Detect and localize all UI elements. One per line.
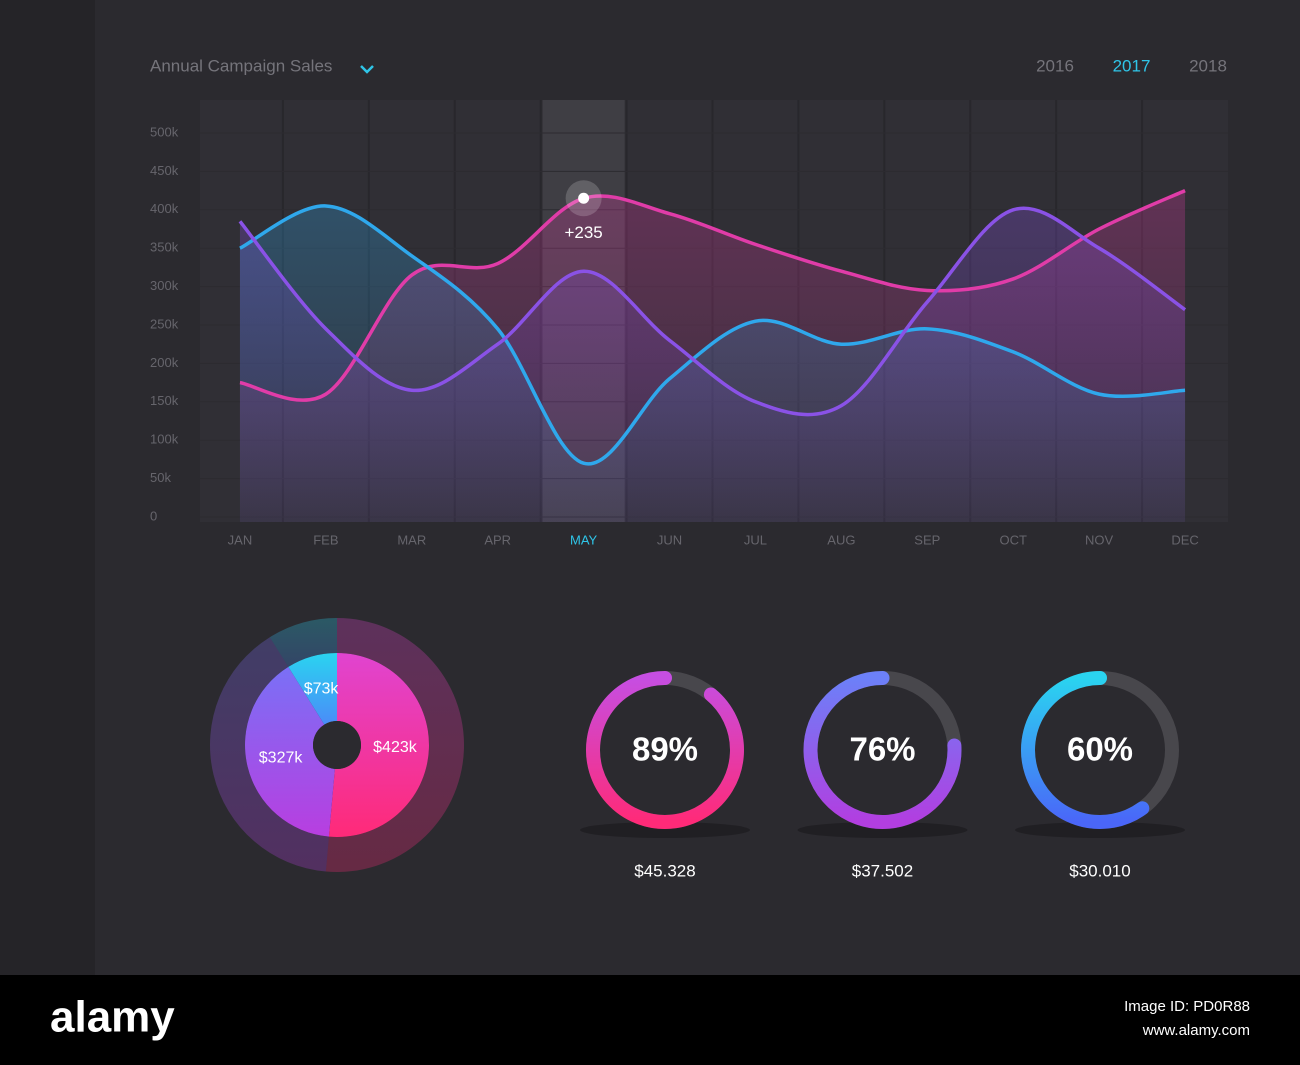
footer-url: www.alamy.com — [1142, 1022, 1250, 1039]
gauge-arc — [586, 671, 744, 829]
y-tick-label: 250k — [150, 316, 179, 331]
y-tick-label: 50k — [150, 470, 171, 485]
y-tick-label: 100k — [150, 432, 179, 447]
x-tick-label: AUG — [827, 532, 855, 547]
gauge-value: 89% — [632, 731, 698, 768]
gauge-value: 60% — [1067, 731, 1133, 768]
y-tick-label: 300k — [150, 278, 179, 293]
x-tick-label: SEP — [914, 532, 940, 547]
series-line — [238, 206, 1187, 417]
pie-label: $423k — [373, 739, 418, 756]
footer-bar — [0, 975, 1300, 1065]
year-tab[interactable]: 2017 — [1113, 56, 1151, 75]
series-line — [239, 204, 1186, 466]
y-tick-label: 0 — [150, 508, 157, 523]
gauge-arc — [803, 671, 962, 829]
annotation-dot — [578, 192, 590, 204]
series-line — [239, 189, 1186, 402]
pie-hole — [313, 721, 361, 769]
chart-title[interactable]: Annual Campaign Sales — [150, 56, 332, 75]
gauge-shadow — [1015, 822, 1185, 838]
footer-image-id: Image ID: PD0R88 — [1124, 998, 1250, 1015]
x-tick-label: DEC — [1171, 532, 1198, 547]
x-tick-label: NOV — [1085, 532, 1114, 547]
annotation-label: +235 — [564, 223, 602, 242]
pie-outer-ring — [209, 637, 329, 872]
pie-slice — [328, 653, 430, 837]
gauge-shadow — [580, 822, 750, 838]
pie-slice — [245, 666, 335, 837]
dropdown-chevron[interactable] — [360, 65, 374, 74]
year-tab[interactable]: 2016 — [1036, 56, 1074, 75]
y-tick-label: 400k — [150, 201, 179, 216]
x-tick-label: JUL — [744, 532, 767, 547]
gauge-caption: $45.328 — [634, 861, 695, 880]
sidebar — [0, 0, 95, 975]
gauge-caption: $37.502 — [852, 861, 913, 880]
pie-outer-ring — [325, 618, 464, 873]
series-area — [239, 208, 1186, 522]
y-tick-label: 450k — [150, 163, 179, 178]
y-tick-label: 500k — [150, 124, 179, 139]
pie-label: $327k — [259, 750, 304, 767]
x-tick-label: MAR — [397, 532, 426, 547]
pie-label: $73k — [304, 680, 340, 697]
x-tick-label: OCT — [999, 532, 1027, 547]
gauge-value: 76% — [849, 731, 915, 768]
x-tick-label: MAY — [570, 532, 598, 547]
gauge-arc — [1021, 671, 1150, 829]
gauge-shadow — [797, 822, 968, 838]
x-tick-label: JAN — [228, 532, 253, 547]
x-tick-label: FEB — [313, 532, 338, 547]
footer-logo: alamy — [50, 993, 175, 1042]
year-tab[interactable]: 2018 — [1189, 56, 1227, 75]
gauge-caption: $30.010 — [1069, 861, 1130, 880]
x-tick-label: JUN — [657, 532, 682, 547]
pie-slice — [288, 653, 337, 725]
pie-outer-ring — [269, 618, 337, 667]
y-tick-label: 150k — [150, 393, 179, 408]
y-tick-label: 350k — [150, 240, 179, 255]
x-tick-label: APR — [484, 532, 511, 547]
y-tick-label: 200k — [150, 355, 179, 370]
